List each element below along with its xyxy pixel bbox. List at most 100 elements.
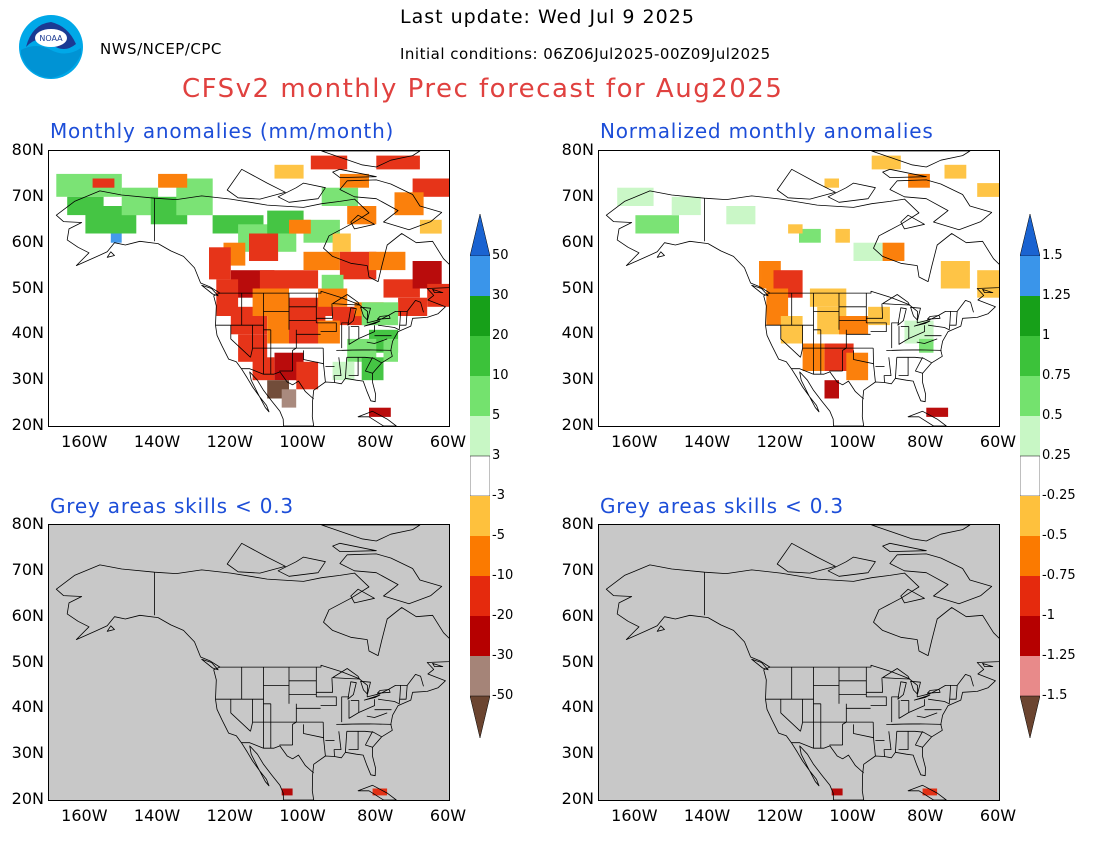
anomaly-cell [799, 228, 821, 243]
lat-tick-label: 50N [11, 277, 44, 297]
state-line [303, 350, 324, 365]
colorbar-segment [1020, 376, 1040, 416]
map-panel-skill-left [48, 524, 450, 801]
island [982, 288, 994, 294]
panel-title-skill-right: Grey areas skills < 0.3 [600, 494, 844, 518]
lon-tick-label: 120W [756, 432, 803, 451]
colorbar-label: -0.25 [1042, 488, 1076, 503]
state-line [263, 293, 271, 331]
island [350, 588, 375, 604]
state-line [891, 322, 899, 349]
last-update-text: Last update: Wed Jul 9 2025 [400, 6, 695, 28]
lon-tick-label: 80W [357, 432, 394, 451]
colorbar-label: 1 [1042, 328, 1051, 343]
anomaly-cell [303, 219, 340, 243]
lon-tick-label: 100W [279, 806, 326, 825]
great-lake [360, 306, 371, 321]
anomaly-cell [303, 251, 340, 271]
panel-title-anomaly: Monthly anomalies (mm/month) [50, 119, 395, 143]
lon-tick-label: 60W [979, 806, 1017, 825]
anomaly-cell [281, 389, 297, 408]
lat-tick-label: 30N [561, 743, 594, 763]
island [827, 556, 876, 577]
lat-tick-label: 60N [11, 231, 44, 251]
border-us-canada [769, 290, 974, 324]
colorbar-label: 1.25 [1042, 288, 1071, 303]
island [882, 168, 927, 179]
state-line [399, 685, 408, 700]
island [339, 553, 443, 605]
colorbar-segment [1020, 416, 1040, 456]
anomaly-cell [908, 173, 930, 188]
map-normalized [605, 151, 999, 426]
great-lake [897, 307, 907, 326]
coastline [605, 564, 999, 800]
state-line [346, 730, 382, 738]
lat-tick-label: 80N [561, 140, 594, 159]
state-line [916, 338, 938, 344]
state-line [842, 703, 847, 745]
great-lake [910, 680, 921, 695]
lat-tick-label: 30N [11, 743, 44, 763]
colorbar-segment [470, 496, 490, 536]
lat-tick-label: 20N [11, 789, 44, 808]
island [751, 284, 769, 297]
state-line [866, 696, 887, 707]
island [871, 525, 971, 542]
great-lake [926, 689, 941, 694]
state-line [316, 696, 337, 707]
island [226, 542, 286, 574]
anomaly-cell [369, 407, 391, 417]
state-line [891, 349, 921, 351]
state-line [230, 325, 251, 358]
island [889, 179, 993, 231]
island [751, 658, 769, 671]
colorbar-label: 5 [492, 408, 501, 423]
map-skill-left [49, 525, 449, 800]
state-line [891, 696, 899, 723]
org-label: NWS/NCEP/CPC [100, 40, 222, 58]
anomaly-cell [780, 316, 803, 344]
panel-title-normalized: Normalized monthly anomalies [600, 119, 934, 143]
lon-tick-label: 140W [133, 432, 181, 451]
state-line [914, 357, 923, 374]
island [339, 179, 443, 231]
colorbar-label: 0.5 [1042, 408, 1063, 423]
lon-tick-label: 160W [61, 806, 108, 825]
state-line [883, 357, 892, 383]
lat-tick-label: 60N [561, 231, 594, 251]
colorbar-label: -1.5 [1042, 688, 1068, 703]
lat-tick-label: 40N [561, 697, 594, 717]
lon-tick-label: 100W [279, 432, 326, 451]
island [201, 284, 219, 297]
great-lake [363, 694, 381, 701]
great-lake [347, 681, 357, 700]
state-line [842, 329, 847, 371]
state-line [316, 322, 337, 333]
lat-tick-label: 40N [11, 697, 44, 717]
great-lake [376, 315, 391, 320]
state-line [399, 311, 408, 326]
anomaly-cell [332, 361, 355, 381]
colorbar-segment [1020, 576, 1040, 616]
great-lake [332, 668, 360, 680]
lon-tick-label: 80W [357, 806, 394, 825]
colorbar-label: -1.25 [1042, 648, 1076, 663]
state-line [800, 325, 804, 358]
anomaly-cell [824, 380, 839, 399]
island [106, 625, 115, 632]
anomaly-cell [310, 155, 348, 170]
colorbar-top-arrow [1020, 214, 1040, 257]
lon-tick-label: 60W [979, 432, 1017, 451]
colorbar-segment [470, 576, 490, 616]
map-anomaly [55, 151, 449, 426]
state-line [883, 731, 892, 757]
lon-tick-label: 140W [683, 806, 731, 825]
lat-tick-label: 70N [561, 559, 594, 579]
state-line [949, 311, 958, 326]
state-line [346, 356, 382, 364]
anomaly-cell [831, 788, 843, 796]
lon-tick-label: 100W [829, 806, 876, 825]
border-us-canada [219, 290, 424, 324]
lon-tick-label: 120W [756, 806, 803, 825]
